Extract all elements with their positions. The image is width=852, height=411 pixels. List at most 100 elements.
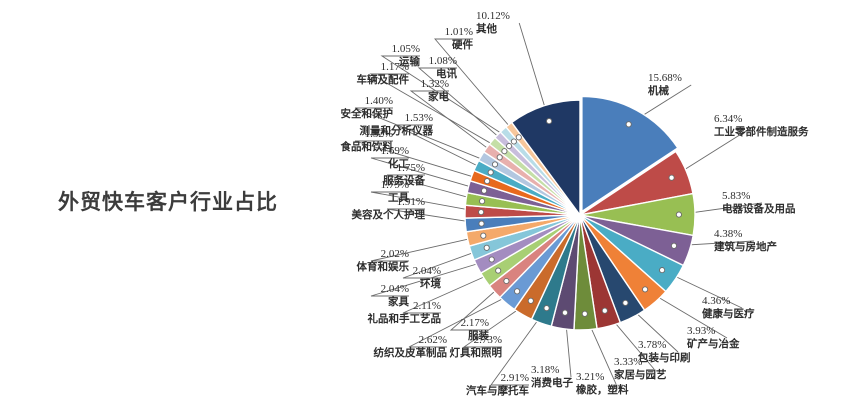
slice-anchor-dot: [506, 142, 513, 150]
label-leader-line: [386, 208, 482, 225]
slice-percent: 1.75%: [396, 162, 425, 174]
slice-percent: 2.62%: [418, 334, 447, 346]
slice-anchor-dot: [625, 121, 632, 128]
slice-category: 工具: [388, 191, 409, 204]
pie-slice-label: 2.11% 礼品和手工艺品: [0, 300, 442, 325]
slice-anchor-dot: [642, 286, 649, 293]
slice-anchor-dot: [581, 310, 588, 317]
label-leader-line: [490, 307, 547, 386]
pie-slice-label: 1.01% 硬件: [0, 26, 473, 51]
slice-category: 车辆及配件: [356, 73, 410, 86]
slice-category: 电器设备及用品: [722, 202, 796, 215]
slice-category: 家具: [388, 295, 409, 308]
pie-slice-label: 2.02% 体育和娱乐: [0, 248, 410, 273]
slice-percent: 2.04%: [412, 265, 441, 277]
slice-anchor-dot: [561, 309, 569, 316]
slice-category: 矿产与冶金: [687, 337, 740, 350]
slice-anchor-dot: [480, 232, 487, 239]
label-leader-line: [434, 38, 520, 138]
label-leader-line: [370, 235, 484, 262]
slice-percent: 2.11%: [412, 300, 441, 312]
pie-slice-label: 1.91% 美容及个人护理: [0, 196, 426, 221]
slice-anchor-dot: [527, 297, 534, 304]
slice-percent: 5.83%: [722, 190, 751, 202]
label-leader-line: [402, 247, 487, 279]
pie-slice-label: 2.17% 服装: [0, 317, 489, 342]
slice-category: 纺织及皮革制品: [373, 346, 448, 359]
slice-anchor-dot: [496, 154, 503, 161]
pie-slice-label: 5.83% 电器设备及用品: [722, 190, 796, 215]
label-leader-line: [449, 280, 507, 331]
pie-slice-label: 1.05% 运输: [0, 43, 420, 68]
label-leader-line: [417, 67, 510, 147]
slice-percent: 1.79%: [380, 179, 409, 191]
label-leader-line: [370, 157, 485, 192]
label-leader-line: [370, 259, 492, 297]
slice-percent: 2.91%: [500, 372, 529, 384]
label-leader-line: [402, 270, 499, 314]
slice-anchor-dots-group: [478, 118, 682, 317]
slice-anchor-dot: [546, 118, 553, 125]
slice-category: 安全和保护: [340, 107, 394, 120]
slice-anchor-dot: [514, 288, 521, 295]
slice-percent: 3.33%: [614, 356, 643, 368]
label-leader-line: [408, 290, 518, 348]
slice-anchor-dot: [481, 187, 488, 194]
slice-percent: 1.52%: [364, 128, 393, 140]
slice-category: 服务设备: [383, 174, 425, 187]
slice-category: 工业零部件制造服务: [714, 125, 809, 138]
pie-slice-label: 15.68% 机械: [648, 72, 682, 97]
slice-percent: 1.17%: [380, 61, 409, 73]
slice-category: 礼品和手工艺品: [367, 312, 442, 325]
slice-anchor-dot: [501, 148, 508, 155]
slice-category: 食品和饮料: [340, 140, 394, 153]
slice-percent: 4.38%: [714, 228, 743, 240]
slice-percent: 3.18%: [531, 364, 560, 376]
pie-slice-label: 4.36% 健康与医疗: [702, 295, 755, 320]
slice-percent: 4.36%: [702, 295, 731, 307]
slice-category: 电讯: [436, 67, 457, 80]
label-leader-line: [380, 55, 515, 142]
pie-slice[interactable]: [581, 95, 679, 213]
pie-slice-label: 3.93% 矿产与冶金: [687, 325, 740, 350]
pie-slice-label: 1.17% 车辆及配件: [0, 61, 410, 86]
pie-slice-label: 1.75% 服务设备: [0, 162, 425, 187]
slice-anchor-dot: [503, 277, 510, 285]
label-leader-line: [518, 22, 550, 122]
slice-percent: 1.05%: [391, 43, 420, 55]
pie-slice-label: 1.79% 工具: [0, 179, 409, 204]
pie-slice-label: 2.91% 汽车与摩托车: [0, 372, 529, 397]
label-leader-line: [354, 107, 496, 165]
slice-category: 包装与印刷: [638, 351, 691, 364]
label-leader-line: [462, 300, 532, 348]
pie-slice[interactable]: [510, 99, 581, 218]
slice-anchor-dot: [479, 198, 486, 205]
slice-percent: 1.91%: [396, 196, 425, 208]
slice-anchor-dot: [478, 220, 485, 227]
pie-slice-label: 2.04% 家具: [0, 283, 409, 308]
slice-anchor-dot: [510, 138, 517, 145]
slice-category: 健康与医疗: [702, 307, 755, 320]
pie-slice-label: 1.08% 电讯: [0, 55, 457, 80]
slice-category: 橡胶，塑料: [576, 383, 629, 396]
slice-anchor-dot: [543, 305, 550, 312]
slice-category: 服装: [468, 329, 489, 342]
slice-anchor-dot: [670, 242, 678, 249]
pie-slice-label: 3.78% 包装与印刷: [638, 339, 691, 364]
pie-slice-label: 2.04% 环境: [0, 265, 441, 290]
slice-percent: 2.73%: [473, 334, 502, 346]
slice-category: 灯具和照明: [449, 346, 503, 359]
pie-slice-label: 1.40% 安全和保护: [0, 95, 394, 120]
slice-category: 硬件: [452, 38, 473, 51]
slice-percent: 1.53%: [404, 112, 433, 124]
slice-category: 化工: [388, 157, 409, 170]
slice-percent: 3.93%: [687, 325, 716, 337]
pie-slice-label: 2.62% 纺织及皮革制品: [0, 334, 448, 359]
slice-anchor-dot: [659, 267, 666, 274]
label-leader-line: [370, 191, 482, 213]
pie-slice-label: 1.52% 食品和饮料: [0, 128, 394, 153]
slice-category: 消费电子: [531, 376, 573, 389]
slice-category: 家居与园艺: [614, 368, 667, 381]
slice-percent: 15.68%: [648, 72, 682, 84]
